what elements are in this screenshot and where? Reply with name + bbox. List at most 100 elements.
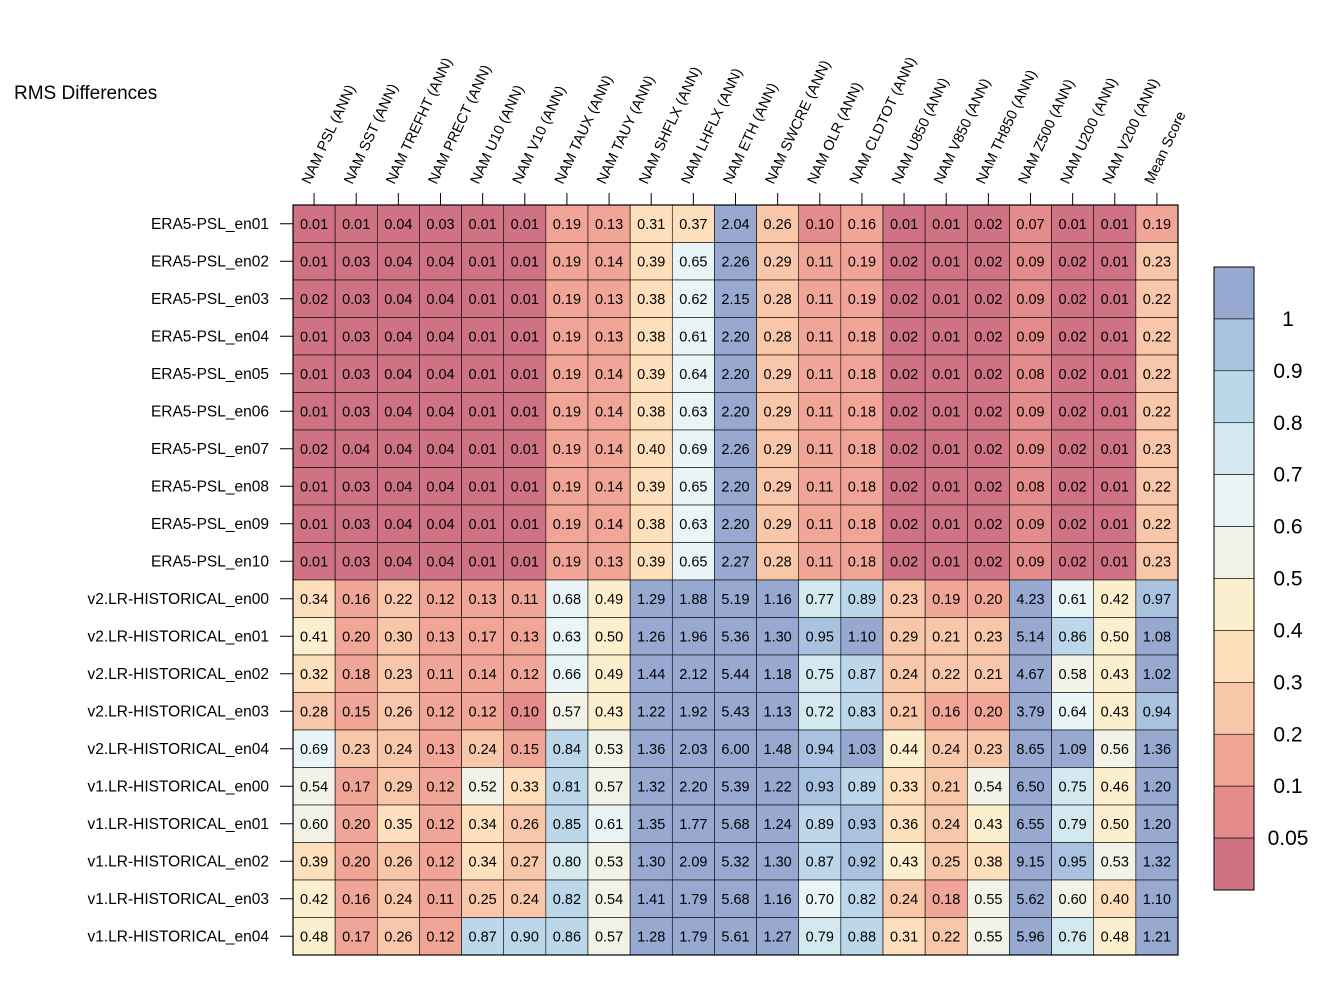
cell-value-label: 0.61	[595, 817, 623, 833]
heatmap-cell	[840, 429, 884, 468]
cell-value-label: 0.88	[848, 929, 876, 945]
row-label: ERA5-PSL_en02	[151, 253, 269, 270]
cell-value-label: 0.01	[300, 479, 328, 495]
cell-value-label: 1.16	[764, 892, 792, 908]
cell-value-label: 5.44	[721, 667, 749, 683]
cell-value-label: 3.79	[1016, 704, 1044, 720]
cell-value-label: 0.13	[595, 554, 623, 570]
cell-value-label: 0.93	[848, 817, 876, 833]
heatmap-cells: 0.01 0.01 0.04 0.03 0.01 0.01 0.19 0.13 0.31 0.37…	[292, 204, 1179, 956]
cell-value-label: 0.40	[1101, 892, 1129, 908]
cell-value-label: 2.20	[721, 479, 749, 495]
heatmap-cell	[882, 729, 926, 768]
cell-value-label: 0.34	[469, 854, 497, 870]
heatmap-cell	[671, 242, 715, 281]
heatmap-cell	[714, 429, 757, 468]
cell-value-label: 0.03	[426, 217, 454, 233]
heatmap-cell	[419, 504, 462, 543]
cell-value-label: 2.20	[721, 329, 749, 345]
cell-value-label: 0.02	[1059, 442, 1087, 458]
cell-value-label: 1.28	[637, 929, 665, 945]
heatmap-cell	[629, 654, 673, 693]
cell-value-label: 1.10	[848, 629, 876, 645]
cell-value-label: 0.41	[300, 629, 328, 645]
cell-value-label: 0.03	[342, 254, 370, 270]
cell-value-label: 0.22	[932, 667, 960, 683]
heatmap-cell	[966, 354, 1010, 393]
heatmap-cell	[882, 279, 926, 318]
cell-value-label: 1.96	[679, 629, 707, 645]
cell-value-label: 0.04	[426, 292, 454, 308]
cell-value-label: 0.02	[974, 217, 1002, 233]
cell-value-label: 0.53	[595, 854, 623, 870]
cell-value-label: 0.01	[932, 329, 960, 345]
cell-value-label: 0.20	[342, 854, 370, 870]
heatmap-cell	[671, 617, 715, 656]
cell-value-label: 1.92	[679, 704, 707, 720]
cell-value-label: 0.24	[384, 742, 412, 758]
heatmap-cell	[1135, 842, 1179, 881]
cell-value-label: 9.15	[1016, 854, 1044, 870]
cell-value-label: 0.61	[679, 329, 707, 345]
cell-value-label: 0.01	[1101, 254, 1129, 270]
heatmap-cell	[292, 692, 336, 731]
heatmap-cell	[503, 879, 547, 918]
row-label: v1.LR-HISTORICAL_en04	[88, 928, 270, 945]
cell-value-label: 1.41	[637, 892, 665, 908]
heatmap-cell	[1009, 617, 1052, 656]
heatmap-cell	[924, 917, 968, 956]
cell-value-label: 0.66	[553, 667, 581, 683]
cell-value-label: 0.39	[637, 479, 665, 495]
heatmap-cell	[292, 842, 336, 881]
cell-value-label: 0.38	[637, 292, 665, 308]
cell-value-label: 0.03	[342, 404, 370, 420]
cell-value-label: 0.01	[511, 217, 539, 233]
cell-value-label: 0.21	[932, 779, 960, 795]
cell-value-label: 0.23	[1143, 254, 1171, 270]
cell-value-label: 0.19	[553, 217, 581, 233]
cell-value-label: 0.22	[1143, 479, 1171, 495]
cell-value-label: 0.02	[890, 554, 918, 570]
cell-value-label: 0.26	[384, 929, 412, 945]
heatmap-cell	[1135, 879, 1179, 918]
cell-value-label: 1.20	[1143, 779, 1171, 795]
cell-value-label: 0.17	[469, 629, 497, 645]
heatmap-cell	[1135, 504, 1179, 543]
cell-value-label: 0.64	[679, 367, 707, 383]
cell-value-label: 0.22	[384, 592, 412, 608]
cell-value-label: 0.65	[679, 554, 707, 570]
cell-value-label: 0.39	[637, 254, 665, 270]
heatmap-cell	[334, 392, 378, 431]
cell-value-label: 0.26	[511, 817, 539, 833]
heatmap-cell	[924, 879, 968, 918]
heatmap-cell	[334, 279, 378, 318]
cell-value-label: 0.29	[764, 367, 792, 383]
cell-value-label: 0.12	[469, 704, 497, 720]
heatmap-cell	[1135, 354, 1179, 393]
heatmap-cell	[840, 242, 884, 281]
cell-value-label: 2.12	[679, 667, 707, 683]
heatmap-cell	[1051, 804, 1095, 843]
row-label: ERA5-PSL_en10	[151, 553, 269, 570]
cell-value-label: 0.11	[427, 892, 454, 908]
heatmap-cell	[798, 279, 842, 318]
heatmap-cell	[629, 504, 673, 543]
heatmap-cell	[966, 729, 1010, 768]
heatmap-cell	[1093, 429, 1137, 468]
heatmap-cell	[629, 392, 673, 431]
cell-value-label: 5.14	[1016, 629, 1044, 645]
heatmap-cell	[334, 429, 378, 468]
cell-value-label: 2.20	[721, 404, 749, 420]
cell-value-label: 5.32	[721, 854, 749, 870]
cell-value-label: 0.54	[300, 779, 328, 795]
cell-value-label: 0.01	[300, 217, 328, 233]
cell-value-label: 0.18	[848, 517, 876, 533]
cell-value-label: 0.02	[300, 292, 328, 308]
cell-value-label: 0.39	[637, 554, 665, 570]
cell-value-label: 2.26	[721, 254, 749, 270]
cell-value-label: 0.72	[806, 704, 834, 720]
colorbar-segment	[1213, 318, 1255, 372]
cell-value-label: 0.01	[1101, 442, 1129, 458]
cell-value-label: 5.68	[721, 892, 749, 908]
